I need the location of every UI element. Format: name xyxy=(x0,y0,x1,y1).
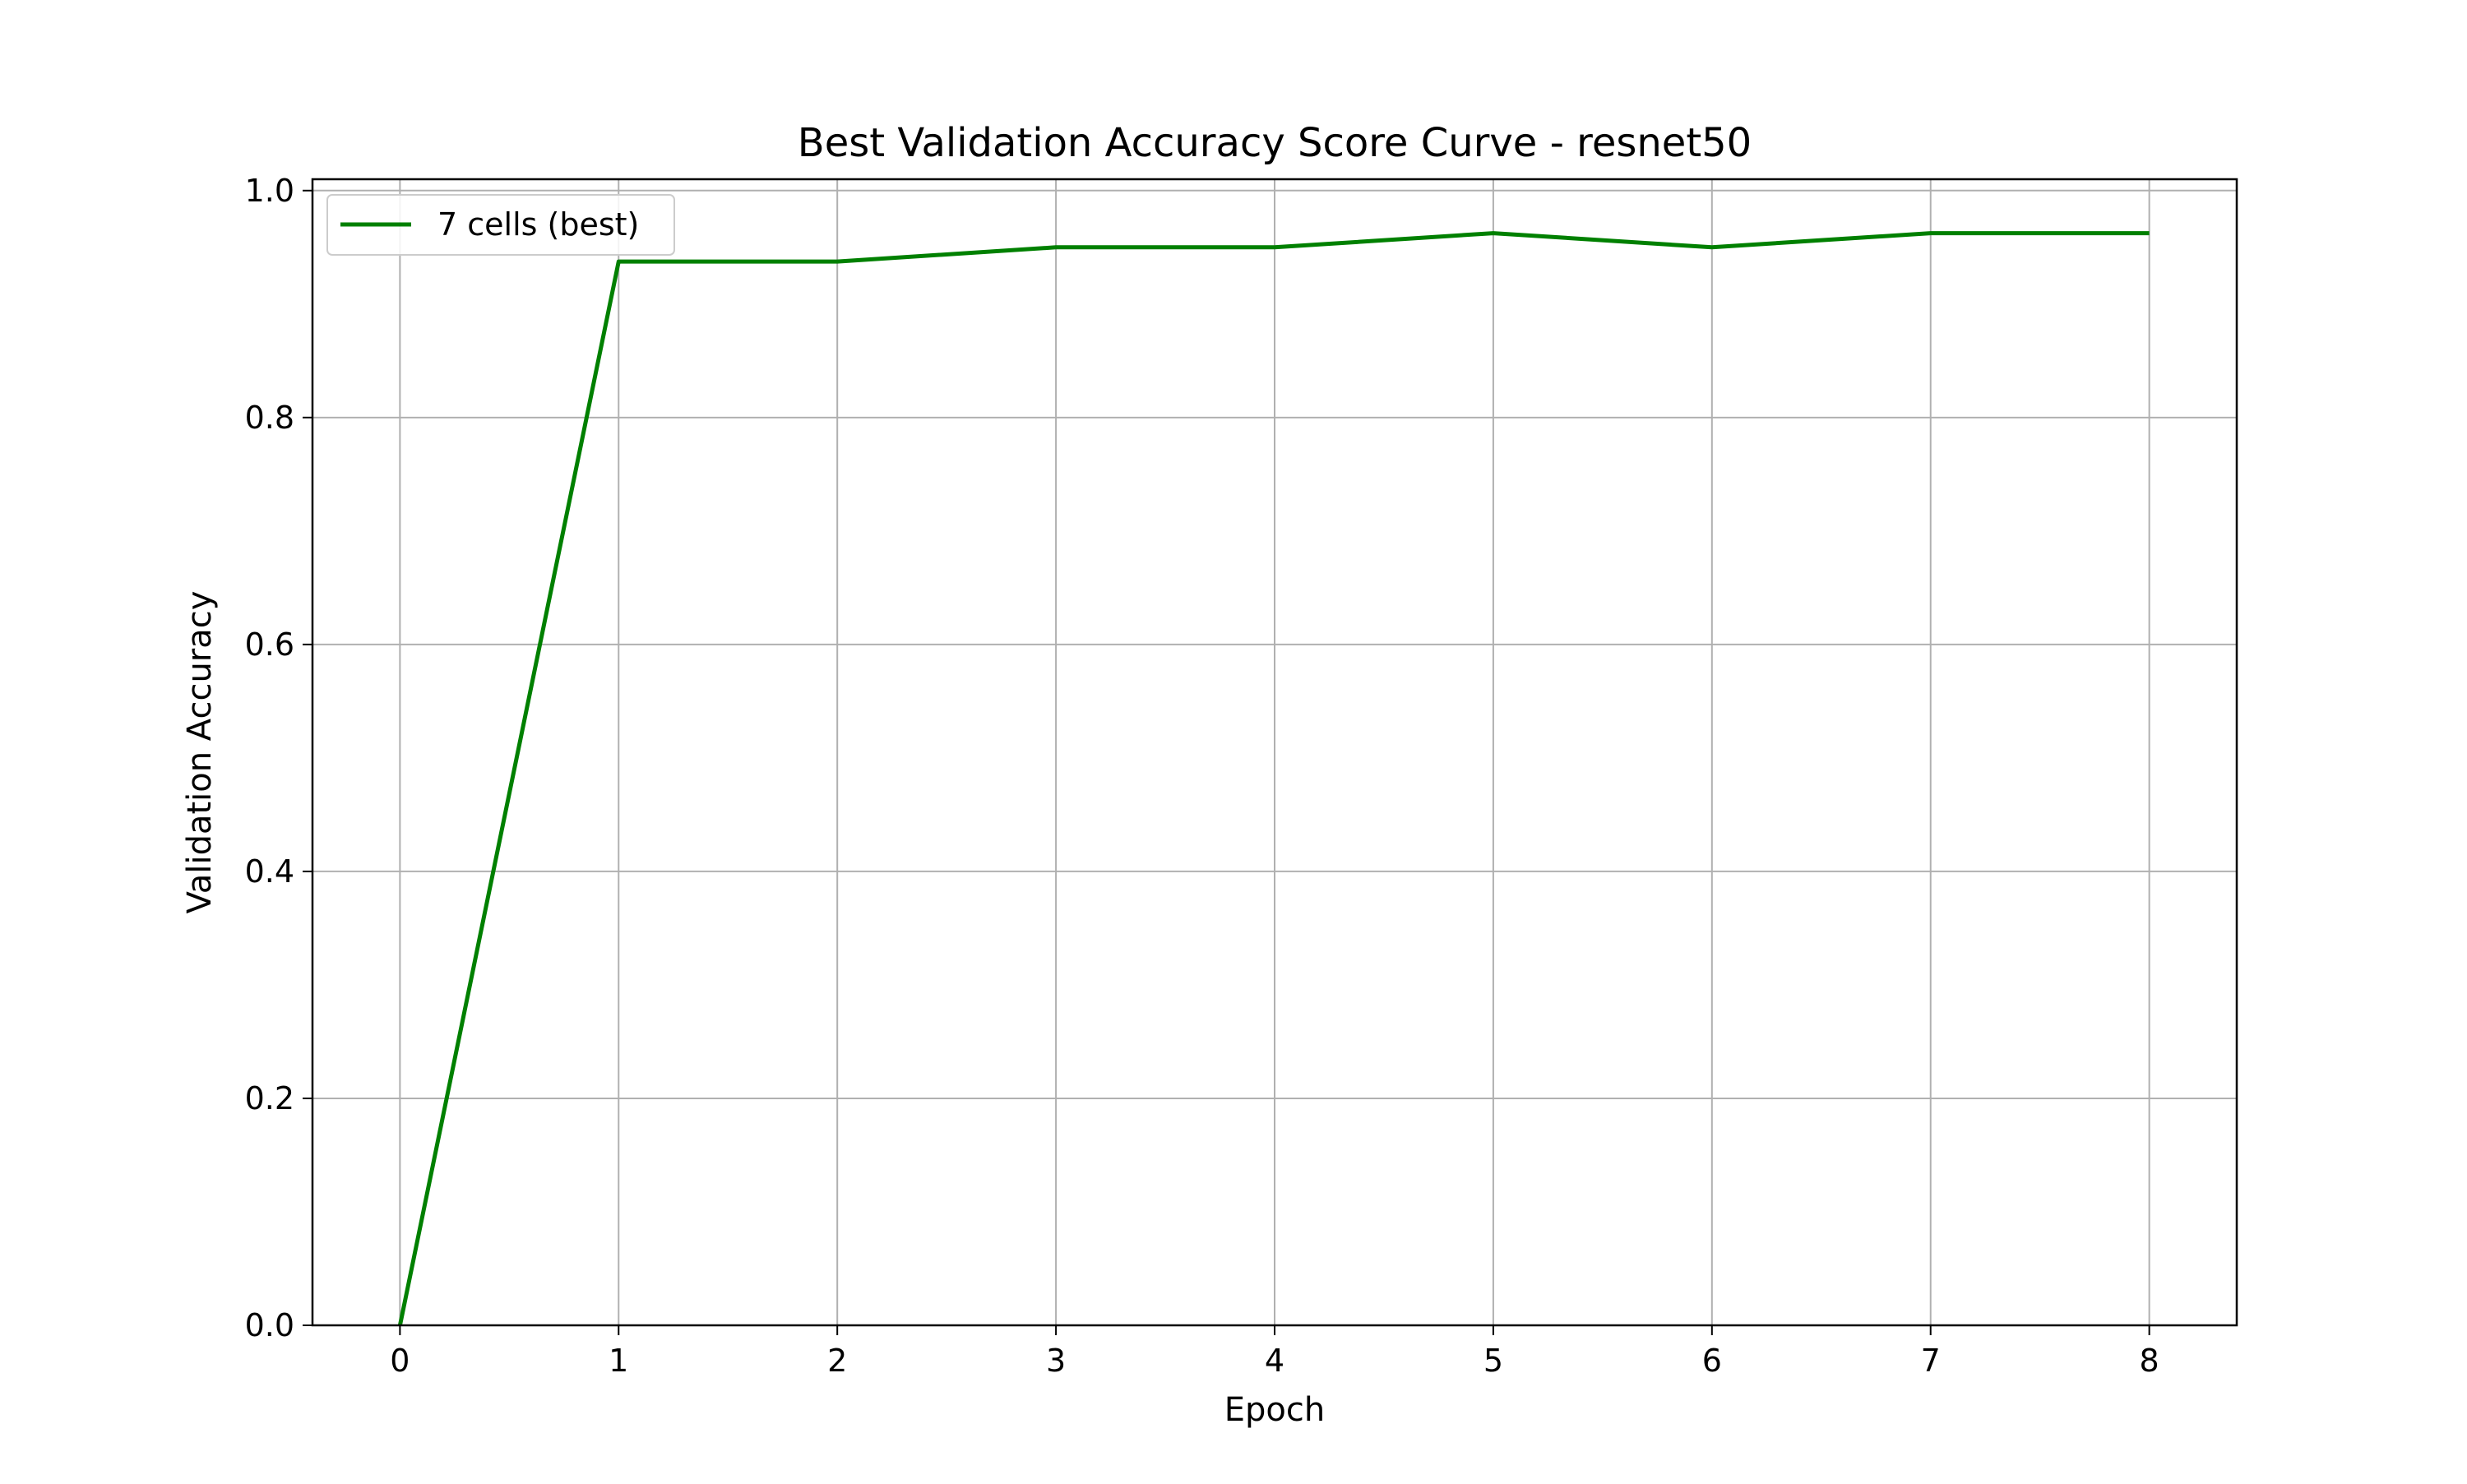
chart-title: Best Validation Accuracy Score Curve - r… xyxy=(798,120,1752,166)
y-tick-label: 0.0 xyxy=(245,1307,294,1343)
x-tick-label: 0 xyxy=(390,1343,410,1379)
y-tick-label: 0.6 xyxy=(245,626,294,663)
x-tick-label: 2 xyxy=(827,1343,847,1379)
x-tick-label: 7 xyxy=(1921,1343,1941,1379)
x-tick-label: 5 xyxy=(1483,1343,1503,1379)
x-tick-label: 8 xyxy=(2140,1343,2159,1379)
y-tick-label: 0.8 xyxy=(245,400,294,436)
y-axis-title: Validation Accuracy xyxy=(181,591,219,914)
x-tick-label: 3 xyxy=(1046,1343,1066,1379)
x-tick-label: 6 xyxy=(1702,1343,1722,1379)
legend-label: 7 cells (best) xyxy=(437,206,639,243)
y-tick-label: 0.2 xyxy=(245,1080,294,1116)
legend: 7 cells (best) xyxy=(327,195,674,255)
y-tick-label: 0.4 xyxy=(245,853,294,890)
x-tick-label: 1 xyxy=(609,1343,628,1379)
x-axis-title: Epoch xyxy=(1224,1391,1325,1429)
x-tick-label: 4 xyxy=(1265,1343,1284,1379)
y-tick-label: 1.0 xyxy=(245,173,294,209)
